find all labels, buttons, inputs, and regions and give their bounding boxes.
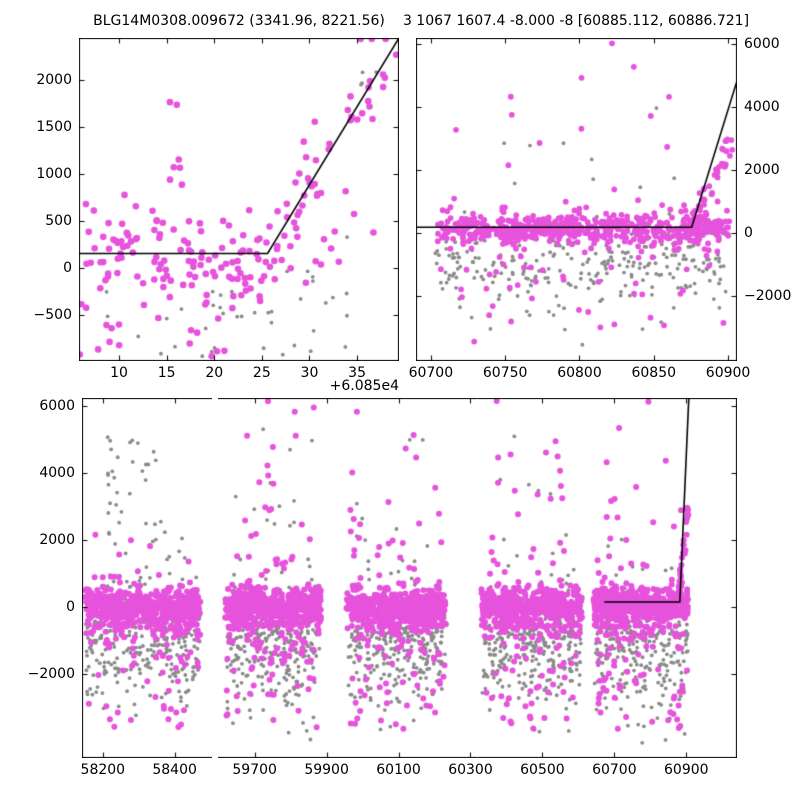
x-tick-label: 60500 [520,762,565,778]
y-tick-label: −2000 [744,288,792,305]
x-tick-label: 60700 [592,762,637,778]
x-tick-label: 59700 [232,762,277,778]
y-tick-label: 0 [744,225,753,242]
x-tick-label: 58400 [152,762,197,778]
zoom-model-panel [79,38,399,361]
x-tick-label: 59900 [304,762,349,778]
x-axis-offset-label: +6.085e4 [329,378,399,394]
x-tick-label: 60900 [664,762,709,778]
y-tick-label: 500 [45,213,72,230]
recent-season-panel [416,38,737,361]
x-tick-label: 10 [110,365,128,381]
y-tick-label: 0 [63,260,72,277]
x-tick-label: 20 [205,365,224,381]
x-tick-label: 60750 [482,365,528,381]
y-tick-label: 1000 [36,166,72,183]
left-plot-title: BLG14M0308.009672 (3341.96, 8221.56) [93,13,385,29]
x-tick-label: 60700 [408,365,454,381]
x-tick-label: 58200 [80,762,126,778]
y-tick-label: −500 [33,306,72,323]
x-tick-label: 60300 [448,762,493,778]
x-tick-label: 30 [300,365,319,381]
y-tick-label: 2000 [39,532,75,549]
y-tick-label: 4000 [39,465,75,482]
full-lightcurve-left-segment-panel [82,398,212,758]
x-tick-label: 25 [252,365,271,381]
right-plot-title: 3 1067 1607.4 -8.000 -8 [60885.112, 6088… [402,13,750,29]
y-tick-label: 2000 [36,72,72,89]
y-tick-label: 1500 [36,119,72,136]
x-tick-label: 60900 [705,365,751,381]
y-tick-label: 0 [66,599,75,616]
y-tick-label: 4000 [744,99,780,116]
x-tick-label: 60100 [376,762,421,778]
y-tick-label: 2000 [744,162,780,179]
x-tick-label: 35 [348,365,366,381]
y-tick-label: −2000 [27,666,75,683]
x-tick-label: 60800 [557,365,602,381]
x-tick-label: 60850 [631,365,677,381]
y-tick-label: 6000 [39,398,75,415]
y-tick-label: 6000 [744,35,780,52]
x-tick-label: 15 [157,365,176,381]
full-lightcurve-right-segment-panel [218,398,737,758]
